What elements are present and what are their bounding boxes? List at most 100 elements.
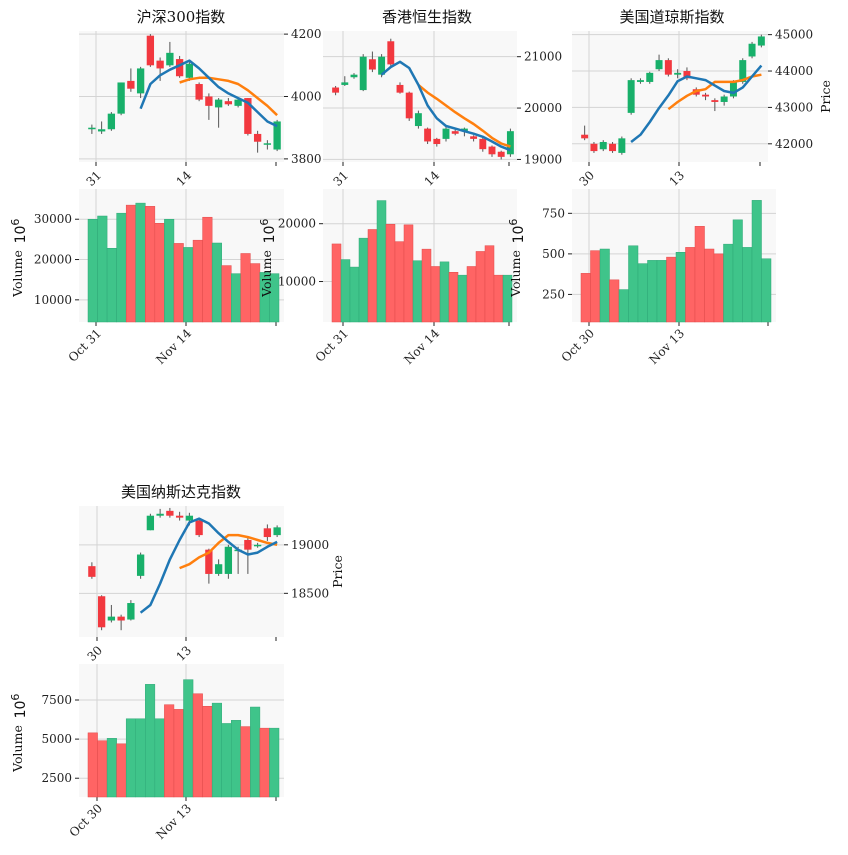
candle-body [175, 59, 184, 77]
candle-body [146, 515, 155, 531]
volume-bar [590, 250, 601, 323]
candle-body [205, 549, 213, 574]
volume-bar [448, 272, 459, 323]
candle-body [156, 513, 164, 516]
volume-multiplier: 106 [9, 694, 29, 719]
volume-tick-label: 10000 [34, 293, 72, 307]
volume-tick-label: 20000 [34, 253, 72, 267]
candle-body [627, 80, 635, 113]
volume-multiplier: 106 [507, 219, 527, 244]
volume-bar [466, 266, 477, 323]
candle-body [711, 100, 719, 102]
price-tick-label: 4200 [291, 27, 322, 41]
candle-body [166, 510, 174, 516]
price-tick-label: 42000 [775, 137, 813, 151]
volume-axis-label: Volume [10, 725, 25, 773]
volume-bar [403, 224, 414, 323]
volume-bar [106, 738, 117, 798]
candle-body [748, 43, 756, 57]
volume-axis-label: Volume [10, 250, 25, 298]
candle-body [683, 71, 691, 79]
volume-multiplier-exponent: 6 [9, 219, 22, 226]
volume-bar [385, 224, 396, 323]
volume-x-tick-label: Oct 31 [313, 326, 352, 365]
candle-body [166, 52, 174, 66]
volume-bar [732, 219, 743, 323]
candle-body [341, 82, 349, 85]
volume-bar [358, 237, 369, 323]
volume-tick-label: 7500 [41, 693, 72, 707]
candle-body [117, 82, 125, 114]
candle-body [646, 72, 654, 82]
volume-bar [202, 216, 213, 323]
candle-body [655, 60, 663, 70]
price-x-tick-label: 14 [421, 168, 442, 189]
candle-body [396, 84, 404, 93]
volume-bar [125, 718, 136, 798]
candle-body [195, 84, 203, 100]
candle-body [378, 56, 386, 75]
volume-multiplier-base: 10 [13, 226, 29, 244]
candle-body [263, 528, 272, 538]
volume-multiplier: 106 [9, 219, 29, 244]
volume-bar [154, 223, 165, 323]
volume-bar [164, 218, 175, 323]
price-tick-label: 44000 [775, 64, 813, 78]
price-x-tick-label: 30 [576, 168, 597, 189]
volume-bar [97, 740, 108, 798]
candle-body [146, 35, 155, 66]
candle-body [214, 564, 223, 574]
candle-body [156, 60, 164, 69]
volume-bar [259, 727, 270, 798]
price-x-tick-label: 13 [666, 168, 687, 189]
price-tick-label: 19000 [291, 538, 329, 552]
price-tick-label: 20000 [524, 101, 562, 115]
candle-body [273, 121, 281, 150]
candle-body [757, 36, 765, 46]
volume-bar [211, 702, 222, 798]
candle-body [720, 96, 728, 102]
volume-bar [439, 261, 450, 323]
ma-long-line [179, 533, 278, 570]
volume-bar [173, 709, 184, 798]
candle-body [460, 128, 468, 132]
chart-title: 美国纳斯达克指数 [121, 483, 241, 501]
candle-body [127, 80, 135, 89]
volume-bar [87, 732, 98, 798]
volume-bar [751, 200, 762, 323]
price-tick-label: 21000 [524, 50, 562, 64]
volume-bar [457, 274, 468, 323]
volume-bar [580, 273, 591, 323]
volume-tick-label: 5000 [41, 732, 72, 746]
candle-body [136, 554, 145, 576]
chart-1: 沪深300指数 3800 4000 4200 31 14 10000 20000 30000 Vo… [9, 8, 322, 367]
price-x-tick-label: 31 [330, 168, 351, 189]
volume-bar [202, 705, 213, 798]
candle-body [470, 136, 478, 139]
candle-body [590, 143, 598, 152]
ma-long-line [179, 76, 278, 117]
volume-tick-label: 250 [542, 287, 565, 301]
ma-long-line [667, 73, 762, 111]
volume-bar [221, 723, 232, 798]
volume-bar [484, 245, 495, 323]
volume-bar [430, 266, 441, 323]
candle-body [117, 616, 125, 621]
candle-body [739, 60, 747, 82]
price-x-tick-label: 14 [173, 168, 194, 189]
volume-bar [135, 718, 146, 798]
volume-bar [145, 684, 156, 798]
candle-body [479, 138, 487, 150]
candle-body [224, 101, 233, 105]
volume-bar [628, 245, 639, 323]
volume-bar [609, 279, 620, 323]
volume-bar [421, 248, 432, 323]
volume-bar [164, 704, 175, 798]
volume-tick-label: 500 [542, 247, 565, 261]
candle-body [506, 131, 514, 155]
candle-body [664, 60, 672, 75]
candle-body [609, 143, 617, 152]
price-tick-label: 19000 [524, 152, 562, 166]
volume-x-tick-label: Nov 14 [153, 326, 194, 367]
volume-tick-label: 2500 [41, 771, 72, 785]
